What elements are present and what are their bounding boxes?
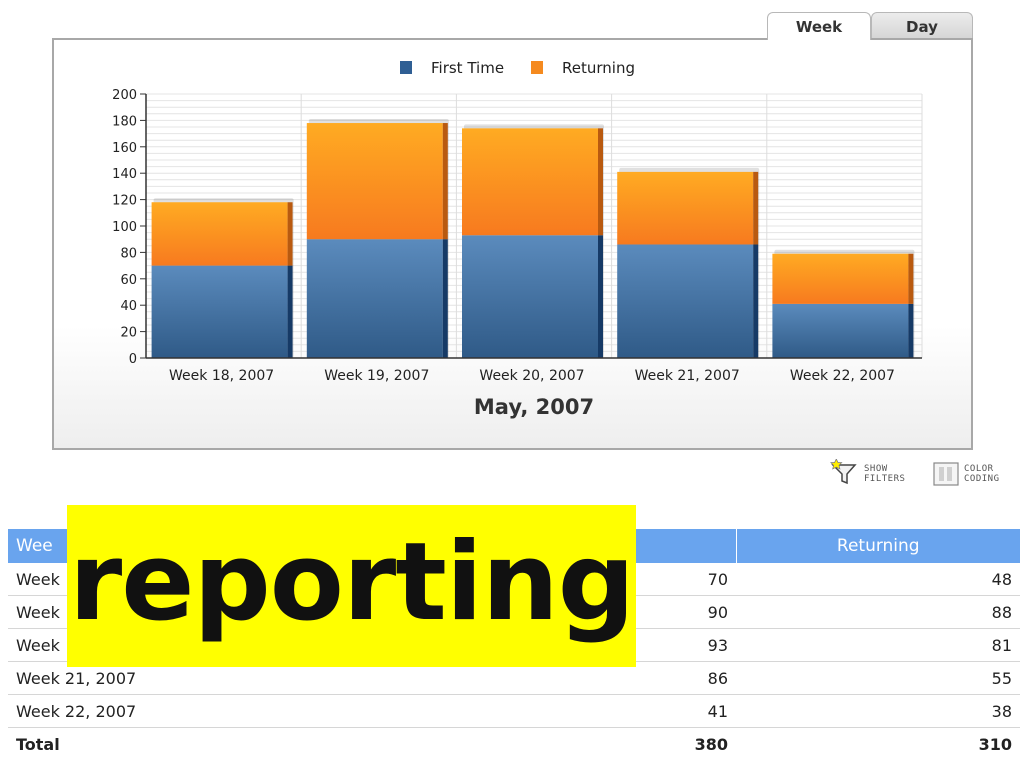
bar-first-time: [306, 239, 443, 358]
row-returning: 81: [736, 628, 1020, 662]
y-tick-label: 140: [112, 167, 137, 182]
bar-returning: [306, 123, 443, 240]
color-coding-icon: [933, 462, 959, 486]
x-tick-label: Week 19, 2007: [324, 368, 429, 384]
color-coding-button[interactable]: COLOR CODING: [932, 459, 1017, 489]
bar-first-time: [462, 235, 598, 358]
tab-week[interactable]: Week: [767, 12, 871, 40]
y-tick-label: 60: [120, 273, 137, 288]
y-tick-label: 200: [112, 88, 137, 103]
color-coding-label-2: CODING: [964, 474, 1000, 484]
bar-side: [442, 239, 448, 358]
column-header-returning[interactable]: Returning: [735, 529, 1020, 563]
y-tick-label: 160: [112, 141, 137, 156]
row-returning: 38: [736, 694, 1020, 728]
row-first-time: 41: [424, 694, 736, 728]
bar-returning: [462, 128, 598, 236]
row-returning: 55: [736, 661, 1020, 695]
total-label: Total: [16, 734, 60, 754]
table-total-row: Total 380 310: [8, 728, 1020, 761]
y-tick-label: 40: [120, 299, 137, 314]
chart-bars: Week 18, 2007 Week 19, 2007 Week 20, 2007 W…: [151, 119, 915, 384]
chart-legend: First Time Returning: [400, 59, 635, 77]
x-tick-label: Week 18, 2007: [169, 368, 274, 384]
show-filters-label-2: FILTERS: [864, 474, 906, 484]
y-tick-label: 180: [112, 114, 137, 129]
chart-panel: First Time Returning Week 18, 2007 Week 19…: [52, 38, 973, 450]
legend-label: First Time: [431, 59, 504, 77]
bar-side: [753, 171, 759, 245]
bar-side: [753, 244, 759, 358]
y-tick-label: 0: [129, 352, 137, 367]
y-tick-label: 120: [112, 194, 137, 209]
bar-returning: [617, 171, 754, 245]
legend-swatch: [531, 61, 543, 74]
x-tick-label: Week 21, 2007: [635, 368, 740, 384]
chart-axes: 0 20 40 60 80 100 120 140 160 180 200: [112, 88, 922, 367]
filter-icon: [830, 459, 857, 485]
stacked-bar-chart: First Time Returning Week 18, 2007 Week 19…: [112, 59, 923, 419]
show-filters-label-1: SHOW: [864, 464, 888, 474]
row-returning: 88: [736, 595, 1020, 629]
row-returning: 48: [736, 563, 1020, 596]
bar-side: [442, 123, 448, 240]
y-tick-label: 100: [112, 220, 137, 235]
bar-first-time: [772, 303, 909, 358]
row-week-label: Week 21, 2007: [8, 661, 424, 695]
table-row: Week 21, 2007 86 55: [8, 661, 1020, 695]
bar-side: [598, 128, 603, 236]
chart-x-axis-title: May, 2007: [474, 395, 594, 419]
total-first-time: 380: [694, 734, 728, 754]
y-tick-label: 20: [120, 326, 137, 341]
bar-side: [287, 202, 293, 266]
tab-day[interactable]: Day: [871, 12, 973, 38]
x-tick-label: Week 22, 2007: [790, 368, 895, 384]
show-filters-button[interactable]: SHOW FILTERS: [830, 459, 915, 489]
bar-side: [908, 253, 914, 304]
legend-swatch: [400, 61, 412, 74]
bar-side: [908, 303, 914, 358]
row-first-time: 86: [424, 661, 736, 695]
table-row: Week 22, 2007 41 38: [8, 694, 1020, 728]
bar-side: [598, 235, 603, 358]
legend-label: Returning: [562, 59, 635, 77]
bar-side: [287, 265, 293, 358]
bar-returning: [772, 253, 909, 304]
row-week-label: Week 22, 2007: [8, 694, 424, 728]
reporting-overlay: reporting: [67, 505, 636, 667]
x-tick-label: Week 20, 2007: [479, 368, 584, 384]
y-tick-label: 80: [120, 246, 137, 261]
bar-first-time: [617, 244, 754, 358]
bar-returning: [151, 202, 288, 266]
bar-first-time: [151, 265, 288, 358]
total-returning: 310: [978, 734, 1012, 754]
color-coding-label-1: COLOR: [964, 464, 994, 474]
